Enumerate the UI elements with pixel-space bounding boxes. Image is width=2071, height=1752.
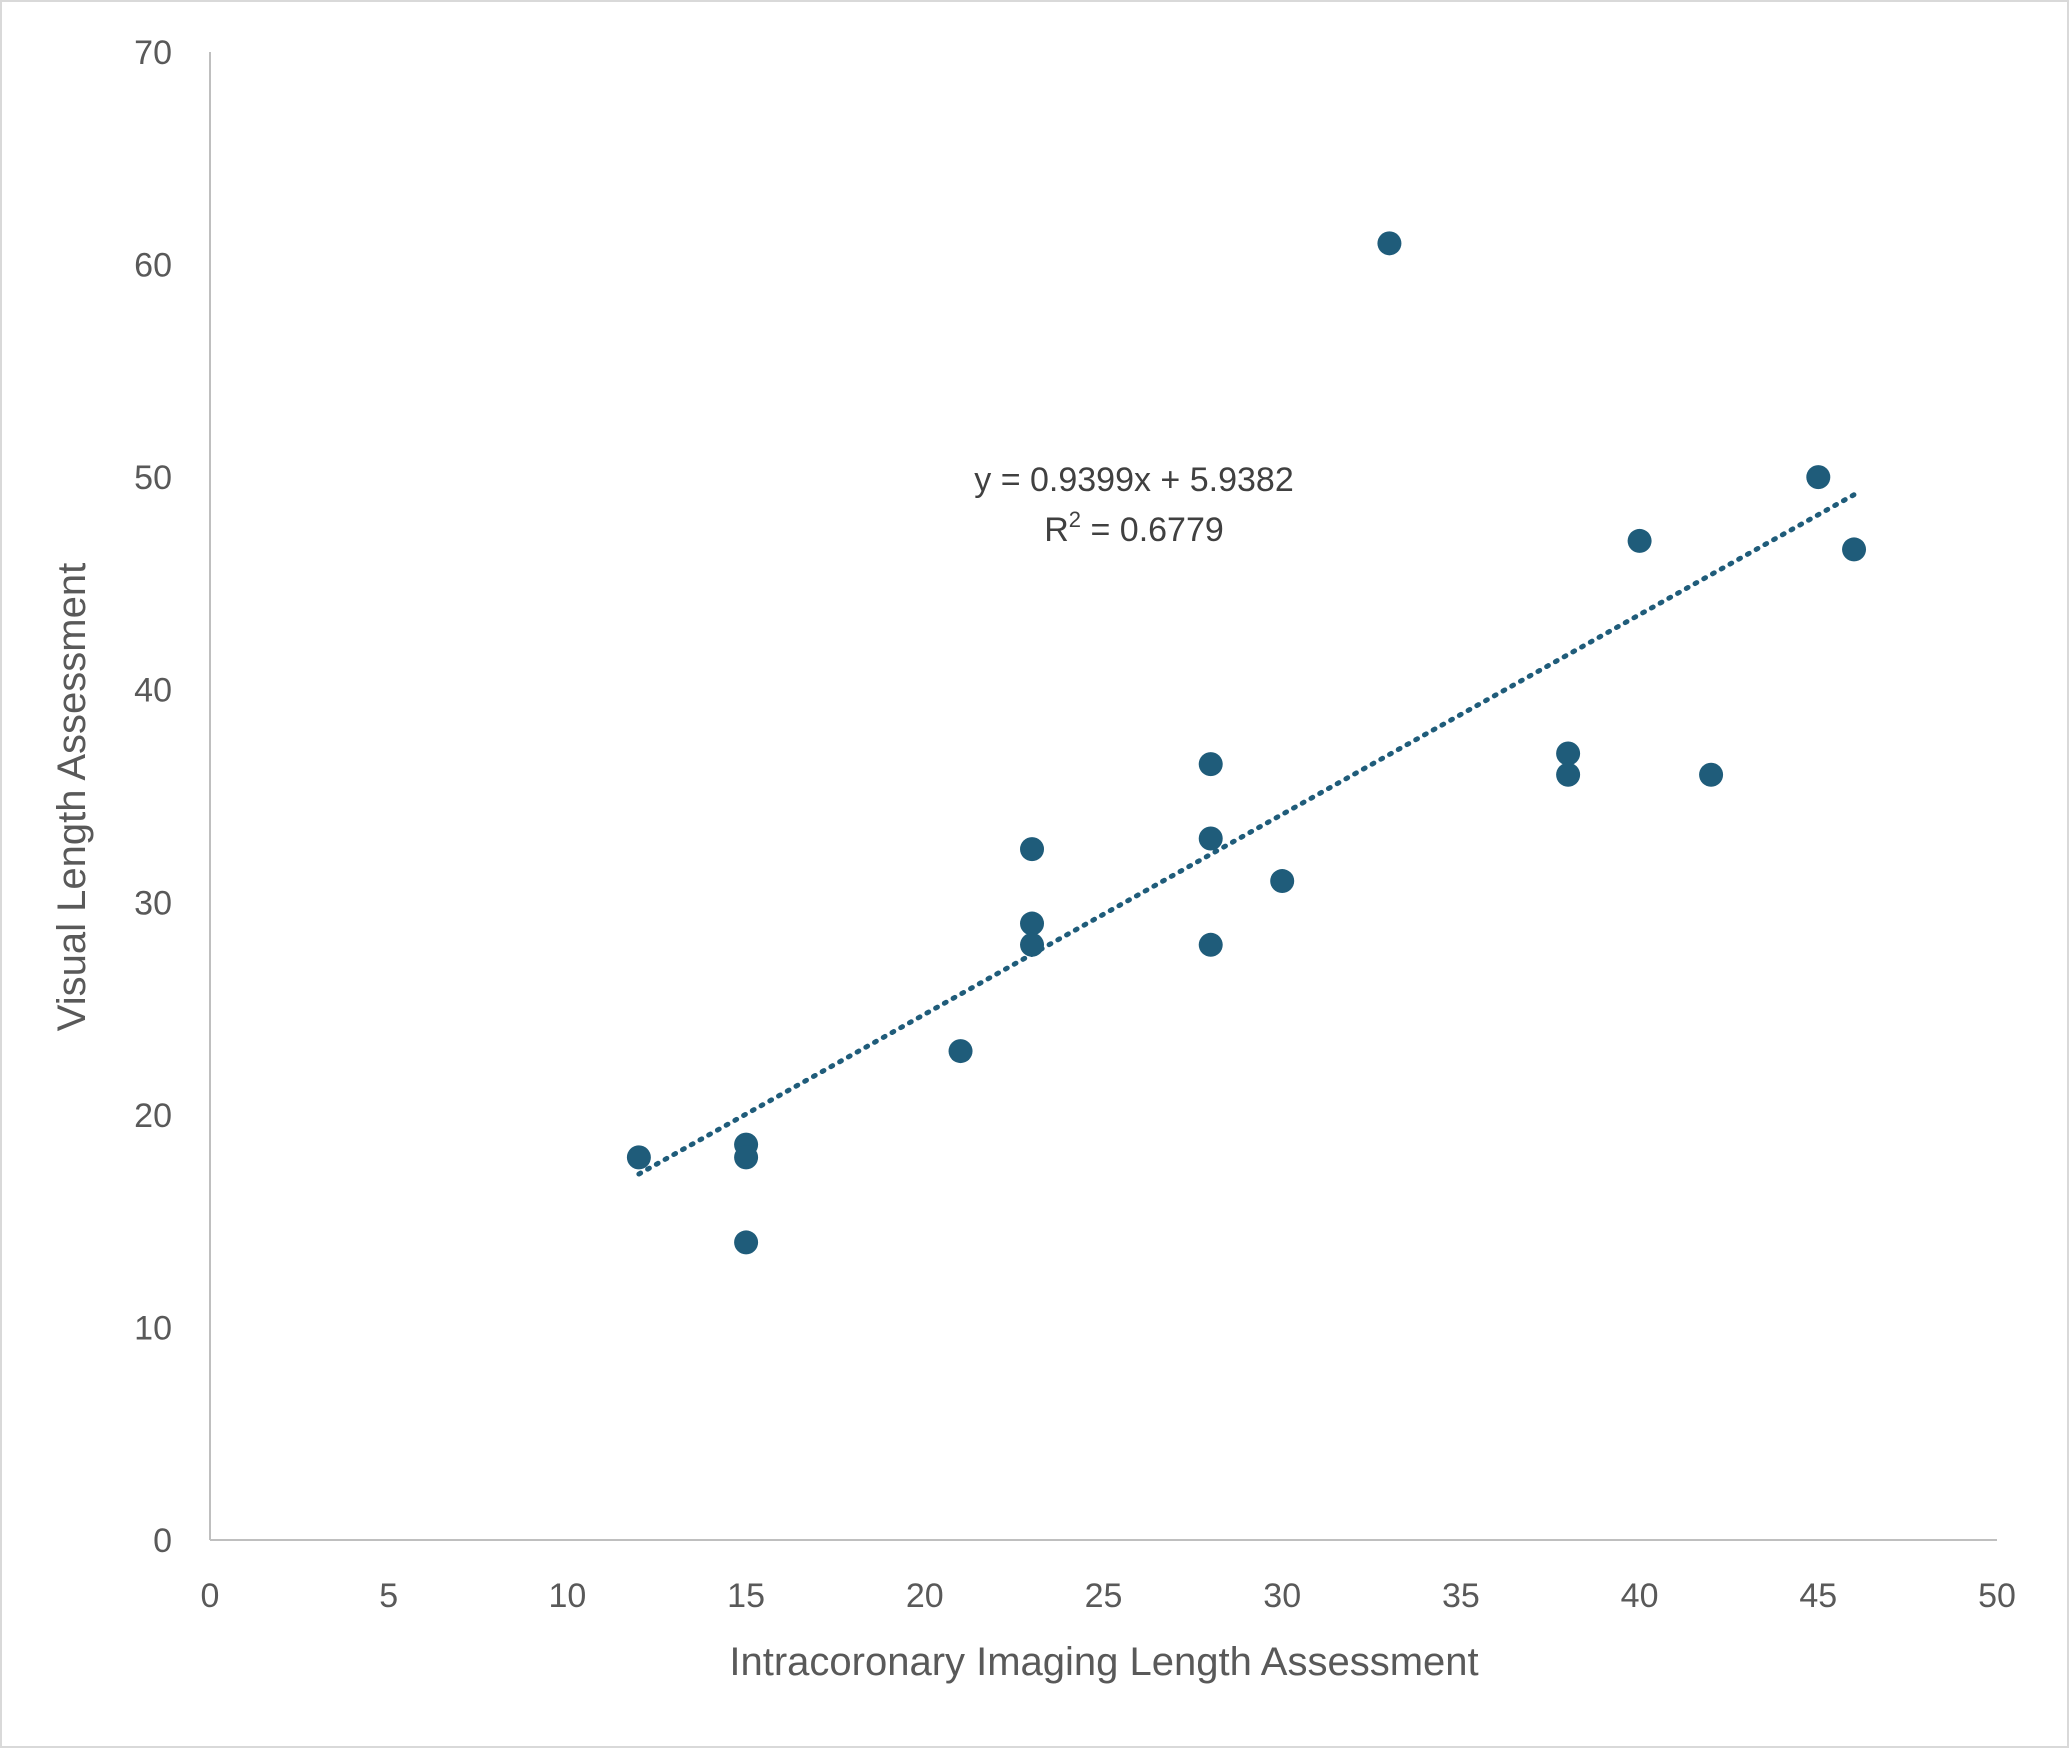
data-point — [1198, 752, 1223, 777]
data-points — [626, 231, 1867, 1255]
x-tick-label: 15 — [727, 1577, 765, 1615]
y-tick-label: 70 — [134, 34, 172, 72]
data-point — [734, 1230, 759, 1255]
data-point — [734, 1145, 759, 1170]
r2-prefix: R — [1044, 511, 1069, 549]
x-tick-label: 20 — [906, 1577, 944, 1615]
r2-value: = 0.6779 — [1081, 511, 1224, 549]
y-tick-label: 30 — [134, 884, 172, 922]
x-tick-label: 25 — [1085, 1577, 1123, 1615]
r2-superscript: 2 — [1069, 507, 1081, 532]
data-point — [1198, 932, 1223, 957]
y-tick-label: 10 — [134, 1309, 172, 1347]
x-tick-label: 10 — [548, 1577, 586, 1615]
data-point — [1556, 762, 1581, 787]
data-point — [1020, 837, 1045, 862]
data-point — [1556, 741, 1581, 766]
y-tick-label: 50 — [134, 459, 172, 497]
data-point — [1806, 465, 1831, 490]
data-point — [1020, 932, 1045, 957]
data-point — [1842, 537, 1867, 562]
x-tick-label: 40 — [1621, 1577, 1659, 1615]
x-tick-label: 5 — [379, 1577, 398, 1615]
data-point — [1699, 762, 1724, 787]
axes — [209, 52, 1997, 1541]
y-tick-label: 40 — [134, 672, 172, 710]
data-point — [948, 1039, 973, 1064]
x-tick-label: 0 — [201, 1577, 220, 1615]
trendline-r-squared: R2 = 0.6779 — [1044, 507, 1224, 549]
y-axis-title: Visual Length Assessment — [50, 563, 94, 1031]
y-tick-labels: 0 10 20 30 40 50 60 70 — [134, 34, 172, 1560]
trendline-equation: y = 0.9399x + 5.9382 — [974, 461, 1293, 499]
x-tick-label: 35 — [1442, 1577, 1480, 1615]
x-tick-label: 50 — [1978, 1577, 2016, 1615]
x-axis-title: Intracoronary Imaging Length Assessment — [729, 1640, 1478, 1684]
y-tick-label: 20 — [134, 1097, 172, 1135]
trendline — [636, 492, 1857, 1177]
data-point — [1020, 911, 1045, 936]
x-tick-label: 45 — [1799, 1577, 1837, 1615]
x-tick-labels: 0 5 10 15 20 25 30 35 40 45 50 — [201, 1577, 2016, 1615]
x-tick-label: 30 — [1263, 1577, 1301, 1615]
data-point — [1198, 826, 1223, 851]
y-tick-label: 60 — [134, 247, 172, 285]
data-point — [626, 1145, 651, 1170]
data-point — [1627, 528, 1652, 553]
data-point — [1377, 231, 1402, 256]
y-tick-label: 0 — [153, 1522, 172, 1560]
data-point — [1270, 869, 1295, 894]
